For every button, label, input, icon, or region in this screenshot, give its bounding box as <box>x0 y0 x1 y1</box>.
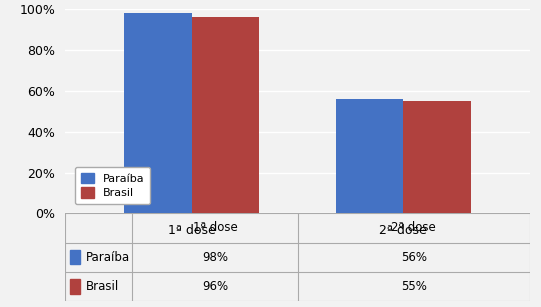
Bar <box>192 17 260 213</box>
Text: 98%: 98% <box>202 251 228 264</box>
Text: 1ª dose: 1ª dose <box>193 221 237 235</box>
Bar <box>335 99 403 213</box>
Text: 2ª dose: 2ª dose <box>392 221 436 235</box>
Bar <box>124 13 192 213</box>
Text: Brasil: Brasil <box>85 280 118 293</box>
Text: Paraíba: Paraíba <box>85 251 129 264</box>
Text: 55%: 55% <box>401 280 427 293</box>
Bar <box>70 279 80 293</box>
Text: 96%: 96% <box>202 280 228 293</box>
Bar <box>70 250 80 264</box>
Bar <box>403 101 471 213</box>
Legend: Paraíba, Brasil: Paraíba, Brasil <box>75 167 150 204</box>
Text: 56%: 56% <box>401 251 427 264</box>
